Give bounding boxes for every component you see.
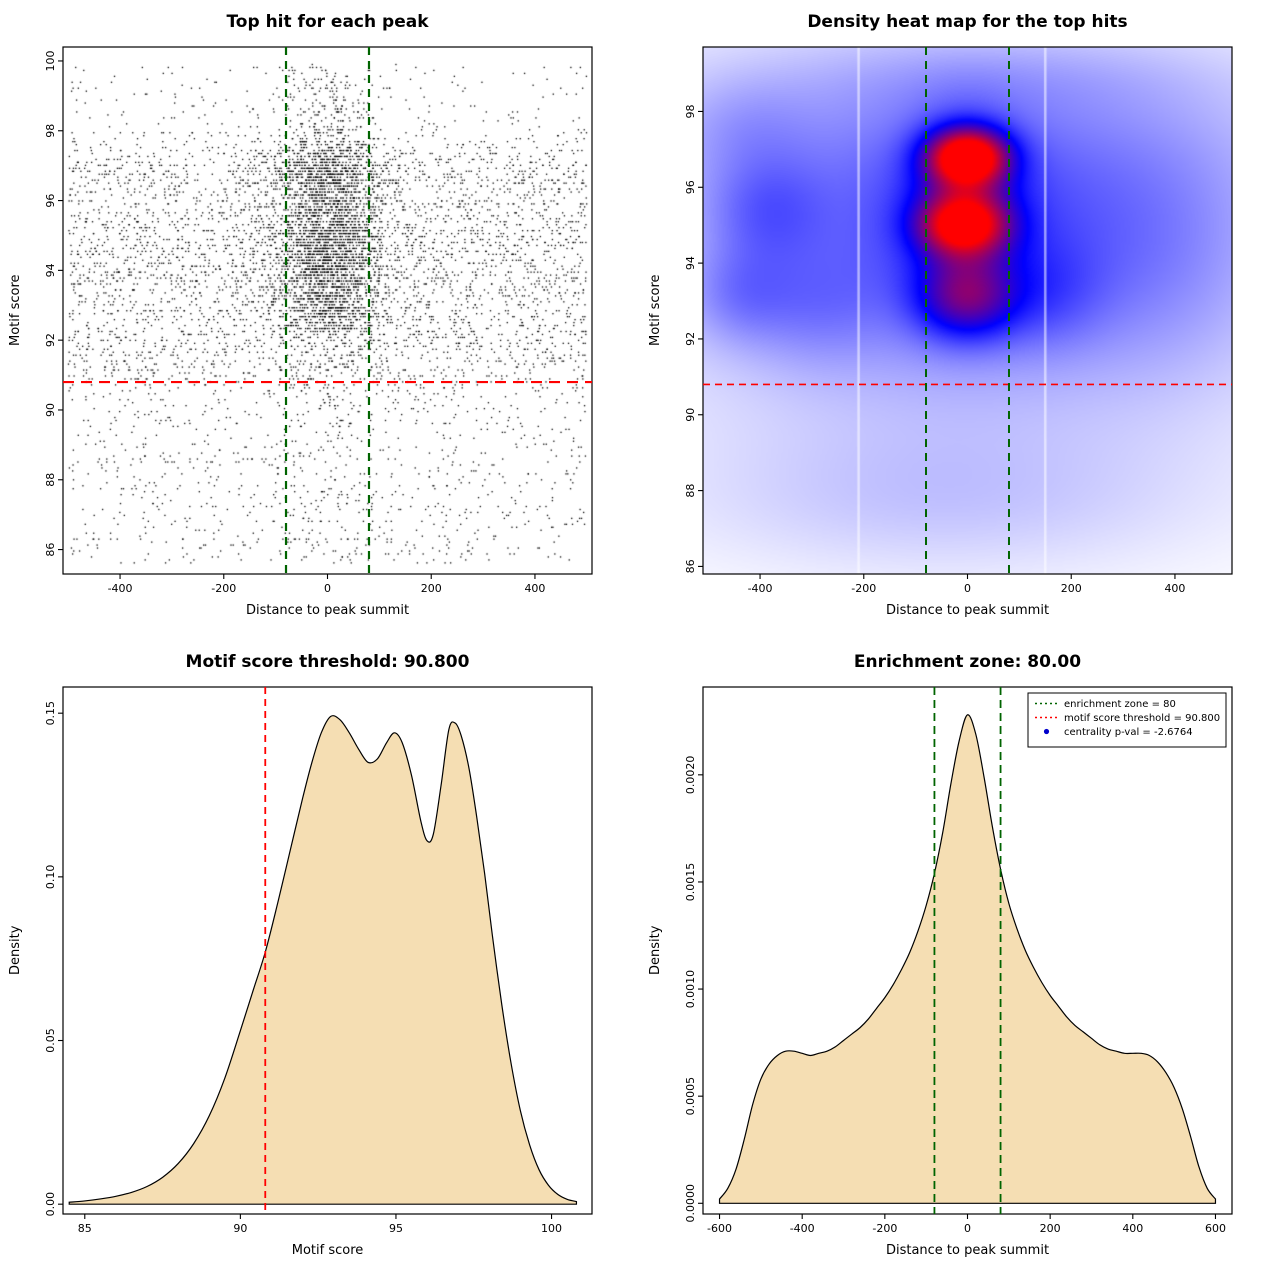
legend-label: motif score threshold = 90.800 xyxy=(1064,713,1220,724)
plot-box xyxy=(62,46,593,575)
legend-label: centrality p-val = -2.6764 xyxy=(1064,727,1193,738)
heatmap-title: Density heat map for the top hits xyxy=(807,12,1128,32)
panel-density-heatmap: Density heat map for the top hits -400 -2… xyxy=(640,0,1280,640)
enrichment-density-xlabel: Distance to peak summit xyxy=(885,1243,1050,1258)
y-tick-label: 98 xyxy=(684,104,697,118)
y-tick-label: 92 xyxy=(44,333,57,347)
density-curve xyxy=(68,715,578,1205)
panel-motif-score-density: 85 90 95 100 0.00 0.05 0.10 0.15 Motif score th… xyxy=(0,640,640,1280)
x-tick-label: 0 xyxy=(964,1222,971,1235)
heatmap-overlay: -400 -200 0 200 400 86 88 90 92 94 96 98 xyxy=(684,46,1233,595)
panel-scatter-top-hits: Top hit for each peak -400 -200 0 200 400 86 8… xyxy=(0,0,640,640)
x-tick-label: 0 xyxy=(324,582,331,595)
x-tick-label: 200 xyxy=(421,582,442,595)
x-tick-label: 200 xyxy=(1061,582,1082,595)
scatter-overlay: -400 -200 0 200 400 86 88 90 92 94 96 98 100 xyxy=(44,46,593,595)
x-tick-label: -400 xyxy=(748,582,773,595)
y-tick-label: 0.0010 xyxy=(684,970,697,1009)
heatmap-canvas xyxy=(703,47,1232,574)
enrichment-density-ylabel: Density xyxy=(648,925,663,976)
x-axis: -400 -200 0 200 400 xyxy=(108,574,545,595)
x-axis: 85 90 95 100 xyxy=(78,1214,562,1235)
x-tick-label: 100 xyxy=(541,1222,562,1235)
legend-point-sample xyxy=(1043,728,1050,735)
scatter-points-canvas xyxy=(63,47,592,574)
x-tick-label: 95 xyxy=(389,1222,403,1235)
x-tick-label: 0 xyxy=(964,582,971,595)
heatmap-ylabel: Motif score xyxy=(648,274,663,347)
y-tick-label: 96 xyxy=(44,194,57,208)
legend-label: enrichment zone = 80 xyxy=(1064,699,1176,710)
y-tick-label: 0.05 xyxy=(44,1028,57,1053)
y-tick-label: 96 xyxy=(684,180,697,194)
y-axis: 86 88 90 92 94 96 98 xyxy=(684,104,703,573)
y-tick-label: 88 xyxy=(684,484,697,498)
y-axis: 86 88 90 92 94 96 98 100 xyxy=(44,50,63,557)
y-tick-label: 0.0020 xyxy=(684,756,697,795)
scatter-ylabel: Motif score xyxy=(8,274,23,347)
legend: enrichment zone = 80 motif score threshol… xyxy=(1027,692,1227,748)
density-curve xyxy=(718,714,1217,1204)
scatter-title: Top hit for each peak xyxy=(226,12,429,32)
x-tick-label: -200 xyxy=(851,582,876,595)
x-axis: -400 -200 0 200 400 xyxy=(748,574,1185,595)
x-tick-label: -400 xyxy=(790,1222,815,1235)
y-tick-label: 0.15 xyxy=(44,701,57,726)
y-tick-label: 92 xyxy=(684,332,697,346)
y-tick-label: 90 xyxy=(44,403,57,417)
motif-density-title: Motif score threshold: 90.800 xyxy=(185,652,470,672)
y-tick-label: 0.0005 xyxy=(684,1077,697,1116)
plot-box xyxy=(702,46,1233,575)
y-tick-label: 98 xyxy=(44,124,57,138)
x-tick-label: -200 xyxy=(872,1222,897,1235)
x-tick-label: 200 xyxy=(1040,1222,1061,1235)
enrichment-density-title: Enrichment zone: 80.00 xyxy=(853,652,1082,672)
x-tick-label: 600 xyxy=(1205,1222,1226,1235)
y-tick-label: 0.10 xyxy=(44,865,57,890)
y-axis: 0.0000 0.0005 0.0010 0.0015 0.0020 xyxy=(684,756,703,1223)
y-tick-label: 86 xyxy=(44,543,57,557)
y-tick-label: 86 xyxy=(684,559,697,573)
x-tick-label: -400 xyxy=(108,582,133,595)
y-tick-label: 90 xyxy=(684,408,697,422)
x-tick-label: -600 xyxy=(707,1222,732,1235)
enrichment-density-overlay: -600 -400 -200 0 200 400 600 0.0000 0.0005 0.0010… xyxy=(684,686,1233,1235)
y-tick-label: 0.00 xyxy=(44,1192,57,1217)
plot-box xyxy=(62,686,593,1215)
y-tick-label: 0.0015 xyxy=(684,863,697,902)
motif-density-xlabel: Motif score xyxy=(291,1243,364,1258)
motif-density-ylabel: Density xyxy=(8,925,23,976)
y-tick-label: 94 xyxy=(684,256,697,270)
y-axis: 0.00 0.05 0.10 0.15 xyxy=(44,701,63,1216)
x-tick-label: 85 xyxy=(78,1222,92,1235)
scatter-xlabel: Distance to peak summit xyxy=(245,603,410,618)
y-tick-label: 0.0000 xyxy=(684,1184,697,1223)
x-tick-label: 400 xyxy=(524,582,545,595)
x-tick-label: 400 xyxy=(1164,582,1185,595)
y-tick-label: 100 xyxy=(44,50,57,71)
panel-enrichment-zone-density: -600 -400 -200 0 200 400 600 0.0000 0.0005 0.0010… xyxy=(640,640,1280,1280)
x-tick-label: 400 xyxy=(1122,1222,1143,1235)
x-axis: -600 -400 -200 0 200 400 600 xyxy=(707,1214,1226,1235)
motif-density-overlay: 85 90 95 100 0.00 0.05 0.10 0.15 xyxy=(44,686,593,1235)
y-tick-label: 88 xyxy=(44,473,57,487)
x-tick-label: 90 xyxy=(233,1222,247,1235)
y-tick-label: 94 xyxy=(44,263,57,277)
heatmap-xlabel: Distance to peak summit xyxy=(885,603,1050,618)
x-tick-label: -200 xyxy=(211,582,236,595)
